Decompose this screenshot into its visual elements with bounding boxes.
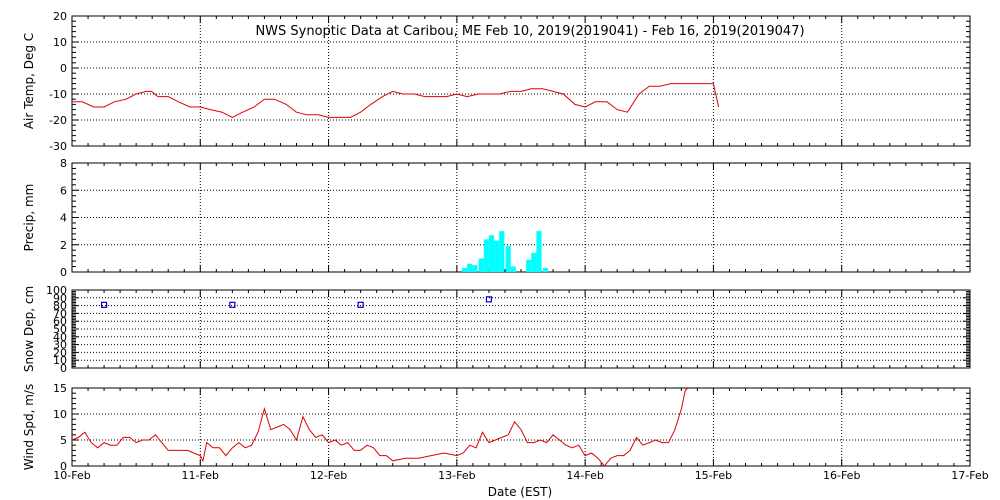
y-tick-label: 50	[53, 323, 67, 336]
snow-depth-point	[229, 301, 236, 308]
precip-bar	[526, 259, 532, 272]
y-tick-label: 2	[60, 239, 67, 252]
y-tick-label: 10	[53, 408, 67, 421]
precip-bar	[499, 231, 505, 272]
y-axis-label: Wind Spd, m/s	[22, 384, 36, 470]
panel-wind_speed: 15 10 5 0 Wind Spd, m/s	[22, 382, 971, 473]
precip-bar	[483, 239, 489, 272]
y-tick-label: 40	[53, 331, 67, 344]
y-tick-label: 20	[53, 10, 67, 23]
precip-bar	[505, 246, 511, 272]
precip-bar	[478, 258, 484, 272]
y-tick-label: 4	[60, 212, 67, 225]
precip-bar	[542, 267, 548, 272]
y-tick-label: 6	[60, 184, 67, 197]
x-tick-label: 10-Feb	[53, 469, 90, 482]
y-axis-label: Precip, mm	[22, 184, 36, 252]
precip-bar	[488, 235, 495, 272]
y-tick-label: 0	[60, 266, 67, 279]
y-tick-label: 0	[60, 62, 67, 75]
y-tick-label: 70	[53, 307, 67, 320]
y-tick-label: -10	[49, 88, 67, 101]
x-axis-label: Date (EST)	[488, 485, 552, 499]
x-tick-label: 13-Feb	[438, 469, 475, 482]
y-tick-label: 60	[53, 315, 67, 328]
precip-bar	[461, 267, 468, 272]
y-tick-label: 80	[53, 300, 67, 313]
y-tick-label: 100	[46, 284, 67, 297]
y-tick-label: -30	[49, 140, 67, 153]
y-tick-label: 90	[53, 292, 67, 305]
y-tick-label: 0	[60, 460, 67, 473]
snow-depth-point	[485, 296, 493, 303]
precip-bar	[494, 240, 500, 272]
panel-precip: 8 6 4 2 0 Precip, mm	[22, 157, 971, 279]
x-tick-label: 16-Feb	[823, 469, 860, 482]
y-axis-label: Snow Dep, cm	[22, 286, 36, 372]
x-tick-label: 11-Feb	[182, 469, 219, 482]
y-tick-label: 10	[53, 354, 67, 367]
x-tick-label: 14-Feb	[566, 469, 603, 482]
x-tick-label: 12-Feb	[310, 469, 347, 482]
snow-depth-point	[100, 301, 108, 308]
chart-title: NWS Synoptic Data at Caribou, ME Feb 10,…	[255, 24, 804, 39]
y-tick-label: 20	[53, 346, 67, 359]
series-line-air_temp	[72, 83, 720, 118]
series-line-wind_speed	[71, 387, 689, 467]
y-tick-label: -20	[49, 114, 67, 127]
precip-bar	[467, 263, 473, 272]
snow-depth-point	[357, 301, 364, 308]
x-tick-label: 17-Feb	[951, 469, 988, 482]
y-tick-label: 0	[60, 362, 67, 375]
precip-bar	[472, 265, 478, 272]
y-tick-label: 15	[53, 382, 67, 395]
y-tick-label: 8	[60, 157, 67, 170]
y-tick-label: 10	[53, 36, 67, 49]
y-axis-label: Air Temp, Deg C	[22, 33, 36, 129]
precip-bar	[510, 266, 516, 272]
y-tick-label: 30	[53, 339, 67, 352]
y-tick-label: 5	[60, 434, 67, 447]
precip-bar	[536, 231, 542, 272]
panel-air_temp: 20 10 0 -10 -20 -30 Air Temp, Deg C	[22, 10, 971, 153]
x-tick-label: 15-Feb	[695, 469, 732, 482]
precip-bar	[531, 252, 537, 272]
